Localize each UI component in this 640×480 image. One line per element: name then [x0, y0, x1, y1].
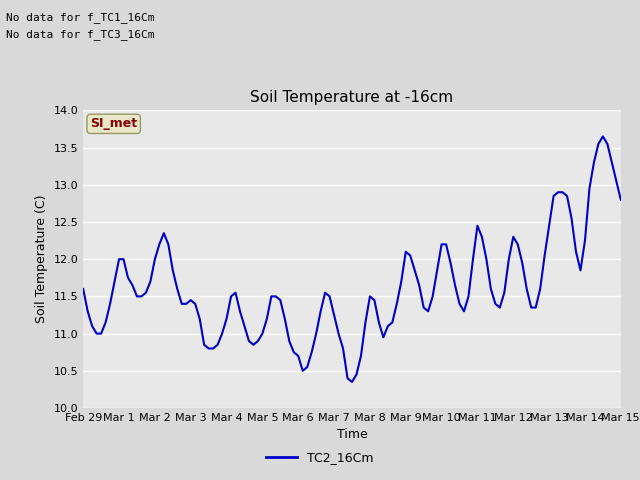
- X-axis label: Time: Time: [337, 429, 367, 442]
- Title: Soil Temperature at -16cm: Soil Temperature at -16cm: [250, 90, 454, 105]
- Text: No data for f_TC3_16Cm: No data for f_TC3_16Cm: [6, 29, 155, 40]
- Y-axis label: Soil Temperature (C): Soil Temperature (C): [35, 195, 48, 324]
- Text: No data for f_TC1_16Cm: No data for f_TC1_16Cm: [6, 12, 155, 23]
- Text: SI_met: SI_met: [90, 117, 137, 131]
- Legend: TC2_16Cm: TC2_16Cm: [261, 446, 379, 469]
